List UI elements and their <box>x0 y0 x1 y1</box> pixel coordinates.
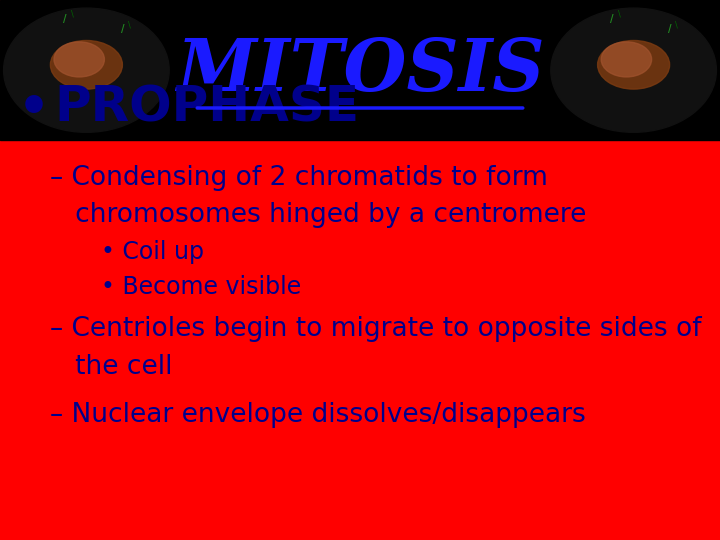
Text: PROPHASE: PROPHASE <box>54 84 359 132</box>
FancyBboxPatch shape <box>0 0 720 140</box>
Text: – Centrioles begin to migrate to opposite sides of: – Centrioles begin to migrate to opposit… <box>50 316 702 342</box>
Ellipse shape <box>598 40 670 89</box>
Ellipse shape <box>50 40 122 89</box>
Text: \: \ <box>618 9 621 18</box>
Circle shape <box>4 8 169 132</box>
Text: /: / <box>63 14 66 24</box>
Text: /: / <box>611 14 613 24</box>
Circle shape <box>551 8 716 132</box>
Text: \: \ <box>71 9 73 18</box>
Text: /: / <box>668 24 671 35</box>
Text: – Nuclear envelope dissolves/disappears: – Nuclear envelope dissolves/disappears <box>50 402 586 428</box>
Text: \: \ <box>675 20 678 29</box>
Text: – Condensing of 2 chromatids to form: – Condensing of 2 chromatids to form <box>50 165 548 191</box>
Text: • Coil up: • Coil up <box>101 240 204 264</box>
Text: the cell: the cell <box>50 354 173 380</box>
Text: •: • <box>18 84 50 132</box>
Text: MITOSIS: MITOSIS <box>176 35 544 106</box>
Ellipse shape <box>54 42 104 77</box>
Text: /: / <box>121 24 124 35</box>
Text: • Become visible: • Become visible <box>101 275 301 299</box>
Text: \: \ <box>128 20 131 29</box>
Text: chromosomes hinged by a centromere: chromosomes hinged by a centromere <box>50 202 587 228</box>
Ellipse shape <box>601 42 652 77</box>
